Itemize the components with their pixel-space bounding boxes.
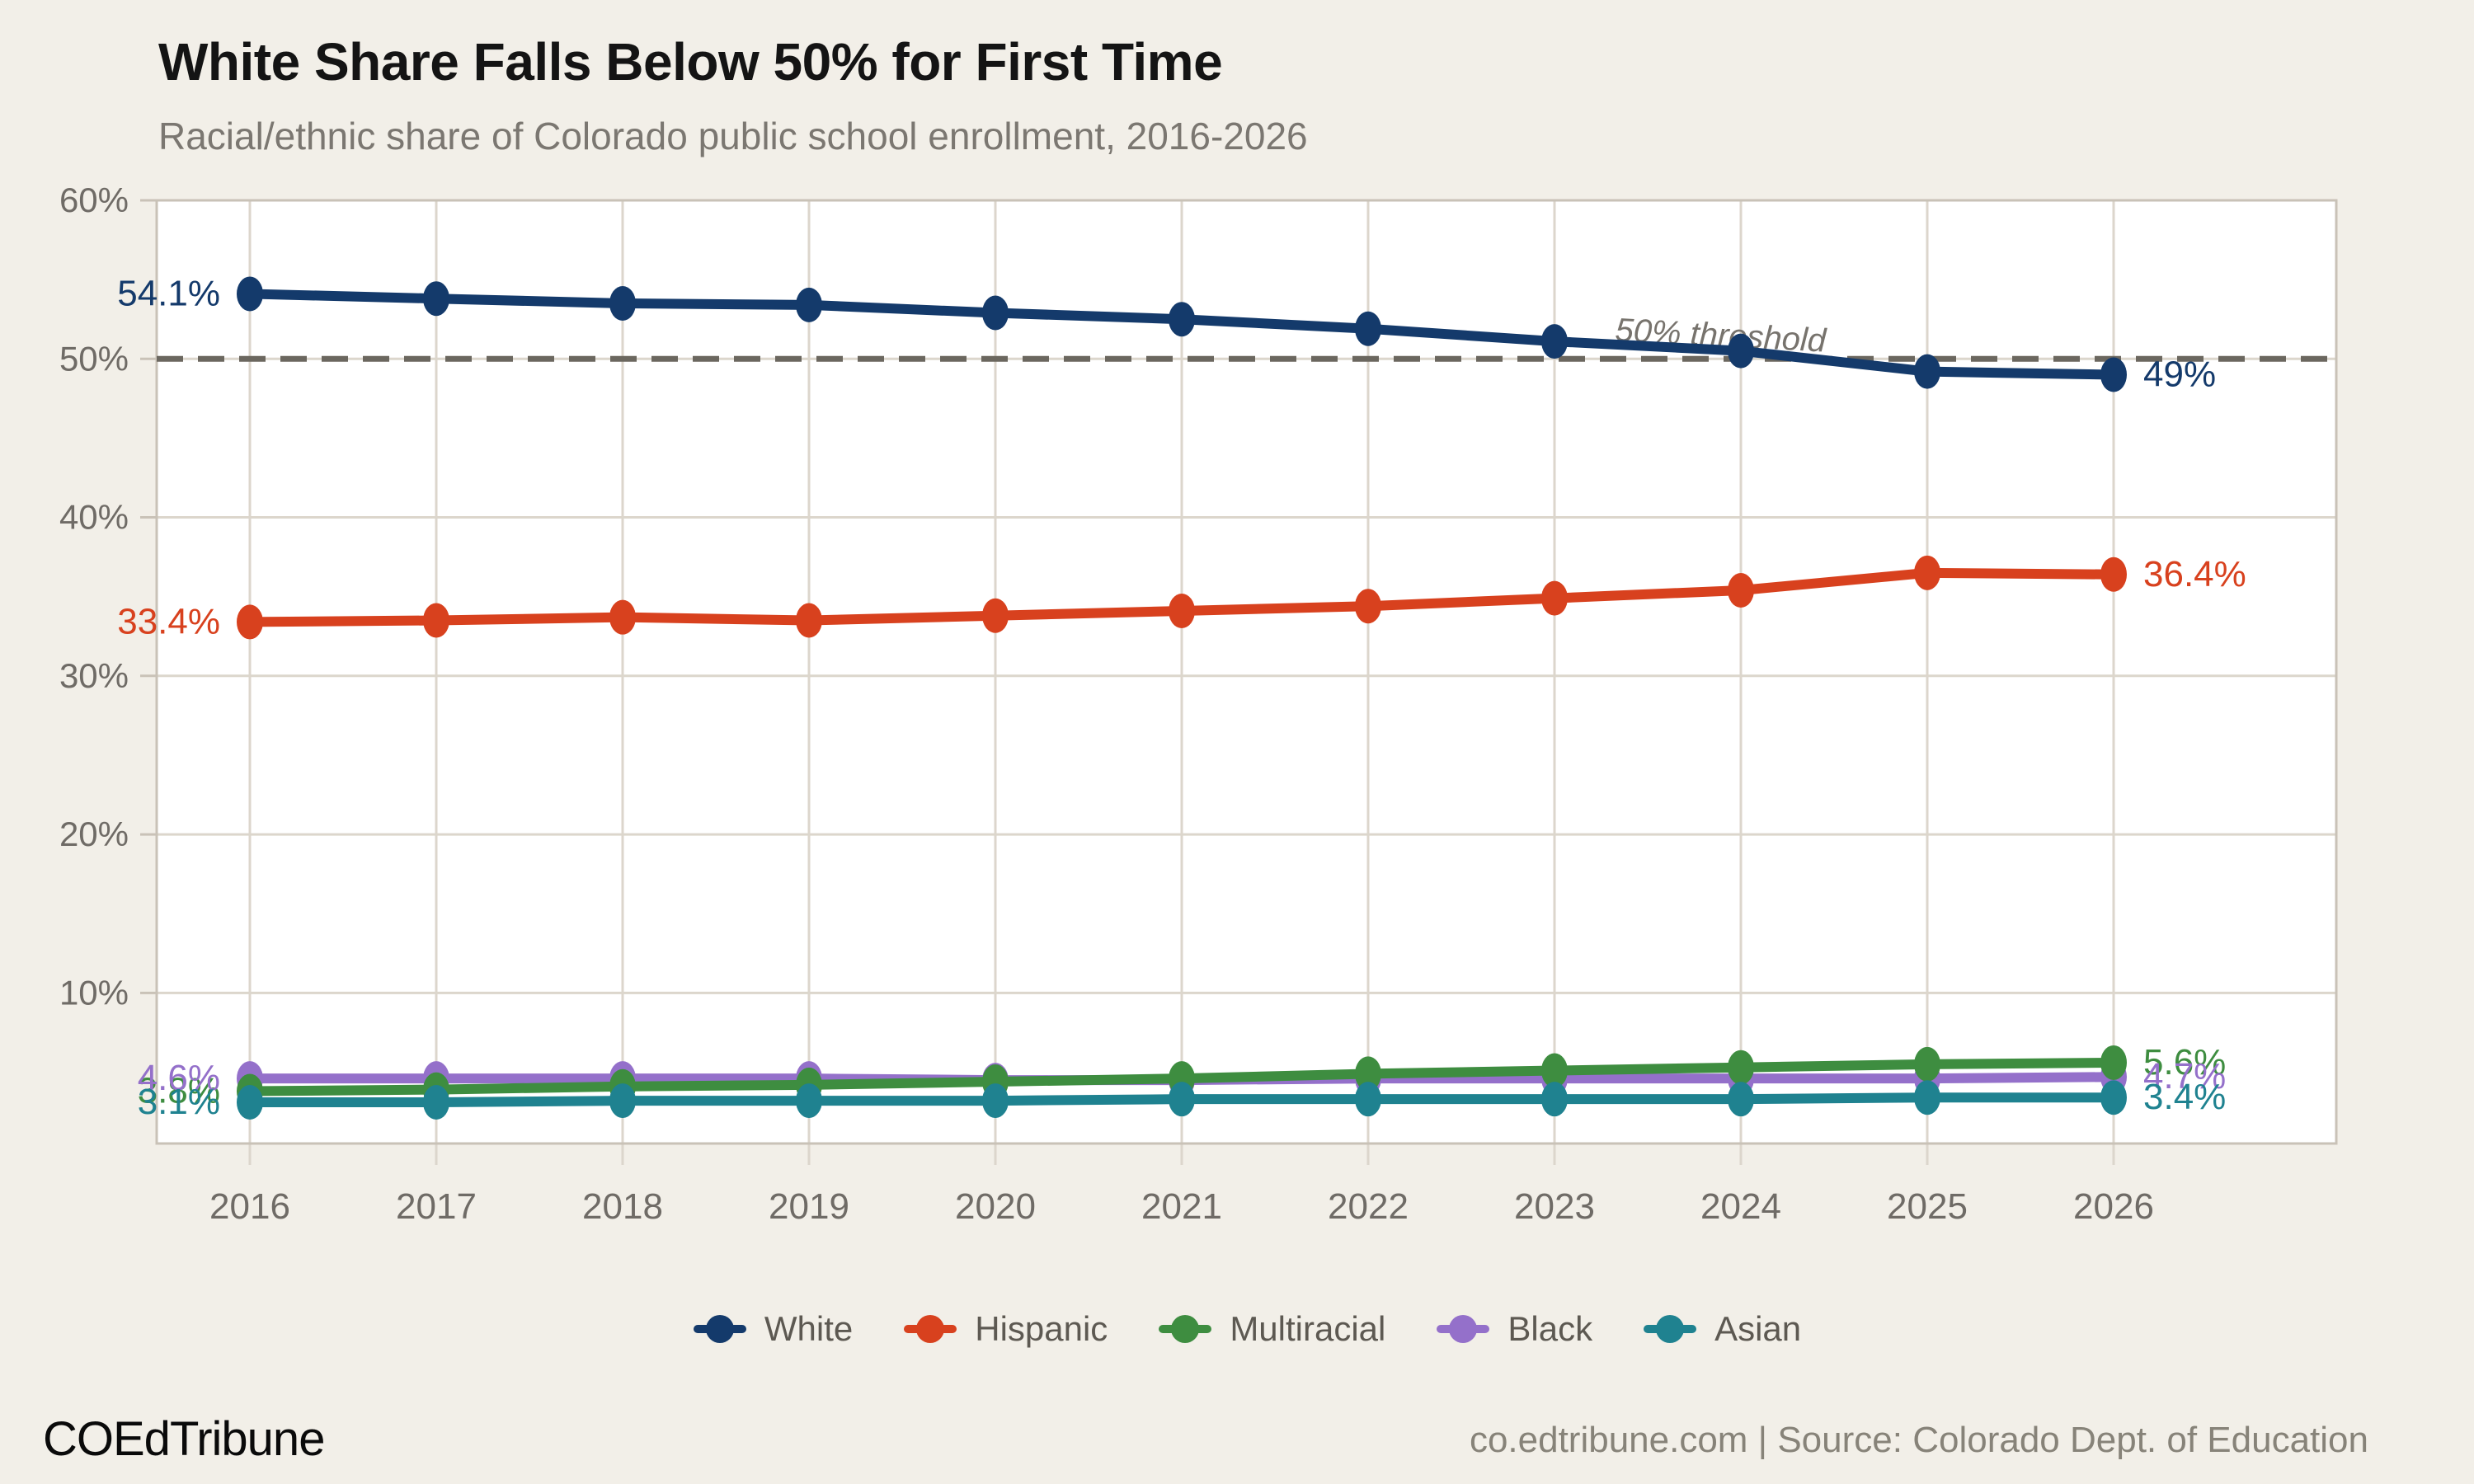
legend-label: Multiracial (1230, 1309, 1386, 1348)
end-value-label: 36.4% (2143, 554, 2246, 594)
data-point (423, 281, 449, 317)
chart-legend: White Hispanic Multiracial Black Asian (157, 1309, 2338, 1349)
y-tick-label: 10% (59, 973, 129, 1012)
data-point (796, 1083, 822, 1119)
x-tick-label: 2020 (955, 1186, 1036, 1227)
data-point (1728, 1082, 1754, 1117)
legend-marker-dot (705, 1315, 734, 1343)
y-grid: 10% 20% 30% 40% 50% 60% (59, 181, 2336, 1012)
y-tick-label: 40% (59, 498, 129, 537)
start-value-label: 33.4% (117, 601, 220, 641)
end-value-label: 3.4% (2143, 1077, 2226, 1117)
legend-marker-hispanic (904, 1311, 957, 1347)
data-point (1914, 354, 1940, 389)
end-value-label: 49% (2143, 354, 2216, 394)
start-value-label: 3.1% (138, 1082, 220, 1122)
data-point (237, 1085, 263, 1120)
legend-item-multiracial: Multiracial (1159, 1309, 1385, 1349)
data-point (1541, 580, 1568, 616)
data-point (1728, 333, 1754, 369)
data-point (1541, 1082, 1568, 1117)
end-value-label: 5.6% (2143, 1042, 2226, 1082)
data-point (2100, 1080, 2127, 1115)
data-point (609, 599, 636, 635)
legend-item-asian: Asian (1644, 1309, 1801, 1349)
data-point (1169, 593, 1195, 628)
legend-label: White (764, 1309, 854, 1348)
y-tick-label: 60% (59, 181, 129, 219)
x-grid: 2016 2017 2018 2019 2020 2021 2022 2023 2024 2025… (209, 200, 2154, 1227)
data-point (982, 598, 1009, 633)
start-value-label: 3.8% (138, 1071, 220, 1111)
legend-marker-asian (1644, 1311, 1697, 1347)
data-point (982, 295, 1009, 331)
data-point (1355, 1082, 1381, 1117)
data-point (609, 285, 636, 321)
data-point (1541, 324, 1568, 359)
data-point (1914, 1046, 1940, 1082)
data-point (1728, 572, 1754, 608)
brand-logo: COEdTribune (43, 1412, 325, 1466)
legend-item-white: White (693, 1309, 854, 1349)
data-point (237, 276, 263, 312)
series-white (237, 276, 2127, 392)
data-point (1355, 1056, 1381, 1092)
y-tick-label: 20% (59, 815, 129, 853)
x-tick-label: 2021 (1141, 1186, 1222, 1227)
y-tick-label: 30% (59, 656, 129, 695)
legend-marker-black (1437, 1311, 1490, 1347)
page-title: White Share Falls Below 50% for First Ti… (158, 32, 1223, 92)
legend-label: Black (1507, 1309, 1593, 1348)
x-tick-label: 2022 (1328, 1186, 1409, 1227)
data-point (2100, 357, 2127, 392)
end-value-label: 4.7% (2143, 1056, 2226, 1097)
data-point (1541, 1053, 1568, 1088)
series-hispanic (237, 555, 2127, 640)
legend-marker-dot (1656, 1315, 1685, 1343)
data-point (237, 604, 263, 640)
x-tick-label: 2017 (396, 1186, 477, 1227)
x-tick-label: 2019 (769, 1186, 849, 1227)
data-point (2100, 1045, 2127, 1080)
legend-marker-dot (1449, 1315, 1478, 1343)
series-asian (237, 1080, 2127, 1120)
legend-item-hispanic: Hispanic (904, 1309, 1108, 1349)
data-point (982, 1083, 1009, 1119)
data-point (1914, 555, 1940, 590)
y-tick-label: 50% (59, 339, 129, 378)
data-point (1355, 311, 1381, 346)
source-attribution: co.edtribune.com | Source: Colorado Dept… (1469, 1420, 2368, 1460)
data-point (1169, 1082, 1195, 1117)
x-tick-label: 2025 (1887, 1186, 1968, 1227)
legend-label: Asian (1714, 1309, 1802, 1348)
data-point (2100, 556, 2127, 592)
legend-item-black: Black (1437, 1309, 1592, 1349)
data-point (1728, 1050, 1754, 1085)
data-point (1355, 589, 1381, 624)
x-tick-label: 2024 (1700, 1186, 1781, 1227)
data-point (609, 1083, 636, 1119)
plot-area (157, 200, 2336, 1144)
plot-border (155, 199, 2338, 1145)
page-subtitle: Racial/ethnic share of Colorado public s… (158, 115, 1308, 157)
x-tick-label: 2023 (1514, 1186, 1595, 1227)
data-point (1169, 302, 1195, 337)
legend-label: Hispanic (975, 1309, 1108, 1348)
legend-marker-multiracial (1159, 1311, 1212, 1347)
legend-marker-white (693, 1311, 746, 1347)
start-value-label: 54.1% (117, 273, 220, 313)
start-value-label: 4.6% (138, 1058, 220, 1098)
x-tick-label: 2018 (582, 1186, 663, 1227)
data-point (1914, 1080, 1940, 1115)
data-point (423, 603, 449, 638)
data-point (423, 1085, 449, 1120)
legend-marker-dot (916, 1315, 945, 1343)
legend-marker-dot (1171, 1315, 1200, 1343)
data-point (796, 603, 822, 638)
x-tick-label: 2026 (2073, 1186, 2154, 1227)
x-tick-label: 2016 (209, 1186, 290, 1227)
data-point (796, 287, 822, 322)
